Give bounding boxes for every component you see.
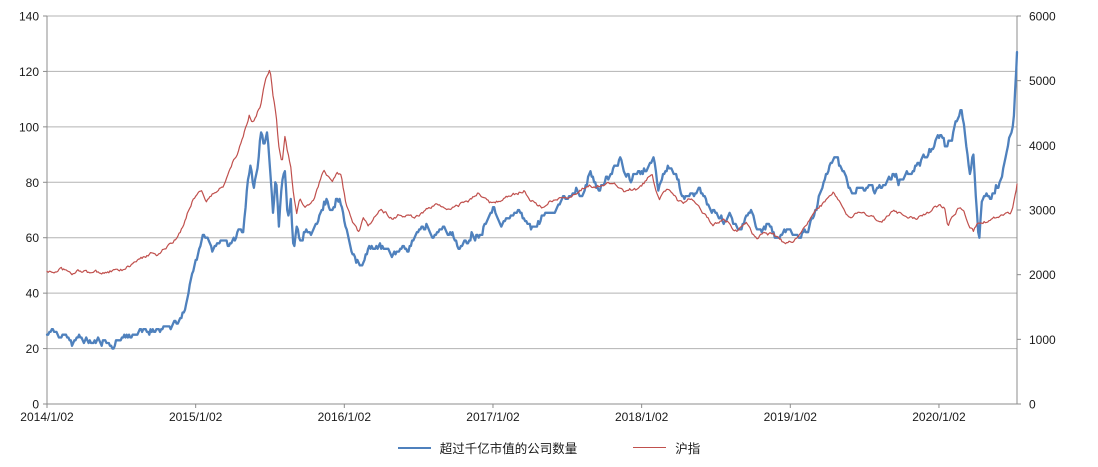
y-left-tick-label: 60 bbox=[26, 231, 40, 245]
series-line-index bbox=[46, 69, 1018, 276]
legend-item-companies: 超过千亿市值的公司数量 bbox=[397, 438, 578, 457]
series-line-companies bbox=[45, 50, 1019, 350]
y-left-tick-label: 80 bbox=[26, 176, 40, 190]
x-tick-label: 2016/1/02 bbox=[318, 410, 372, 424]
y-left-tick-label: 40 bbox=[26, 287, 40, 301]
x-tick-label: 2019/1/02 bbox=[764, 410, 818, 424]
legend-line-red bbox=[633, 447, 667, 448]
y-left-tick-label: 20 bbox=[26, 342, 40, 356]
y-right-tick-label: 5000 bbox=[1029, 74, 1056, 88]
x-tick-label: 2017/1/02 bbox=[466, 410, 520, 424]
x-tick-label: 2014/1/02 bbox=[20, 410, 74, 424]
legend-item-index: 沪指 bbox=[633, 438, 700, 457]
y-left-tick-label: 100 bbox=[19, 120, 39, 134]
y-right-tick-label: 1000 bbox=[1029, 333, 1056, 347]
y-right-tick-label: 3000 bbox=[1029, 204, 1056, 218]
y-left-tick-label: 120 bbox=[19, 65, 39, 79]
y-right-tick-label: 6000 bbox=[1029, 10, 1056, 24]
legend: 超过千亿市值的公司数量 沪指 bbox=[0, 438, 1098, 457]
legend-line-blue bbox=[397, 446, 431, 449]
y-left-tick-label: 140 bbox=[19, 10, 39, 24]
x-tick-label: 2018/1/02 bbox=[615, 410, 669, 424]
y-right-tick-label: 4000 bbox=[1029, 139, 1056, 153]
y-left-tick-label: 0 bbox=[32, 398, 39, 412]
legend-label-index: 沪指 bbox=[675, 442, 701, 456]
x-tick-label: 2015/1/02 bbox=[169, 410, 223, 424]
y-right-tick-label: 2000 bbox=[1029, 268, 1056, 282]
legend-label-companies: 超过千亿市值的公司数量 bbox=[439, 442, 578, 456]
x-tick-label: 2020/1/02 bbox=[912, 410, 966, 424]
y-right-tick-label: 0 bbox=[1029, 398, 1036, 412]
